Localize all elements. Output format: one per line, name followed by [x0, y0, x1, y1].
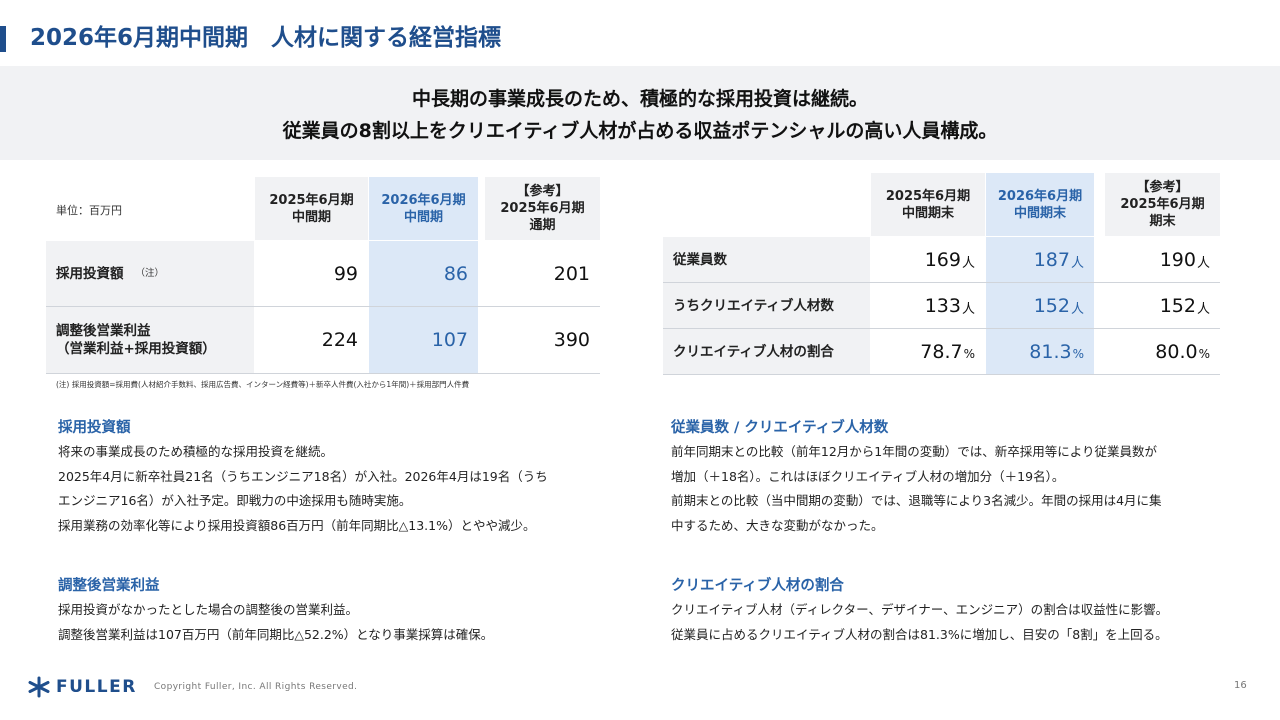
value-creative-2025: 133 人 — [924, 294, 975, 318]
value-creative-reference: 152 人 — [1159, 294, 1210, 318]
value-profit-reference: 390 — [553, 329, 590, 351]
table-footnote: (注) 採用投資額=採用費(人材紹介手数料、採用広告費、インターン経費等)＋新卒… — [56, 380, 470, 389]
right-col-header-2026-interim: 2026年6月期 中間期末 — [986, 173, 1094, 236]
row-divider — [663, 328, 1220, 329]
section-title-creative-ratio: クリエイティブ人材の割合 — [671, 578, 844, 594]
value-hiring-reference: 201 — [553, 262, 590, 285]
value-ratio-2025: 78.7% — [920, 340, 975, 363]
row-label-employees: 従業員数 — [663, 237, 870, 282]
value-ratio-2026: 81.3% — [986, 329, 1094, 374]
row-label-hiring-investment: 採用投資額 （注） — [46, 241, 254, 306]
row-label-creative-ratio: クリエイティブ人材の割合 — [663, 329, 870, 374]
lead-line-1: 中長期の事業成長のため、積極的な採用投資は継続。 — [411, 88, 868, 110]
title-accent-bar — [0, 26, 6, 52]
title-bar: 2026年6月期中間期 人材に関する経営指標 — [0, 22, 1280, 54]
copyright: Copyright Fuller, Inc. All Rights Reserv… — [154, 682, 358, 692]
section-title-hiring: 採用投資額 — [58, 420, 131, 436]
value-employees-reference: 190 人 — [1159, 248, 1210, 272]
section-body-adjusted-profit: 採用投資がなかったとした場合の調整後の営業利益。 調整後営業利益は107百万円（… — [58, 602, 494, 642]
row-divider — [46, 306, 600, 307]
section-body-hiring: 将来の事業成長のため積極的な採用投資を継続。 2025年4月に新卒社員21名（う… — [58, 444, 548, 533]
value-profit-2025: 224 — [321, 329, 358, 351]
value-profit-2026: 107 — [369, 307, 478, 373]
right-col-header-2025-interim: 2025年6月期 中間期末 — [871, 173, 985, 236]
value-hiring-2026: 86 — [369, 241, 478, 306]
page-title: 2026年6月期中間期 人材に関する経営指標 — [30, 25, 502, 51]
page-number: 16 — [1234, 680, 1247, 691]
value-employees-2025: 169 人 — [924, 248, 975, 272]
value-creative-2026: 152 人 — [986, 283, 1094, 328]
left-col-header-2026-interim: 2026年6月期 中間期 — [369, 177, 478, 240]
row-divider — [663, 374, 1220, 375]
section-body-creative-ratio: クリエイティブ人材（ディレクター、デザイナー、エンジニア）の割合は収益性に影響。… — [671, 602, 1169, 642]
value-ratio-reference: 80.0% — [1155, 340, 1210, 363]
row-label-adjusted-profit: 調整後営業利益 （営業利益+採用投資額） — [46, 307, 254, 373]
lead-line-2: 従業員の8割以上をクリエイティブ人材が占める収益ポテンシャルの高い人員構成。 — [282, 120, 998, 142]
row-note: （注） — [135, 267, 165, 279]
row-divider — [663, 282, 1220, 283]
fuller-logo-icon — [28, 676, 50, 698]
section-title-staff: 従業員数 / クリエイティブ人材数 — [671, 420, 889, 436]
row-label-creative-staff: うちクリエイティブ人材数 — [663, 283, 870, 328]
row-divider — [46, 373, 600, 374]
section-body-staff: 前年同期末との比較（前年12月から1年間の変動）では、新卒採用等により従業員数が… — [671, 444, 1162, 533]
left-col-header-reference: 【参考】 2025年6月期 通期 — [485, 177, 600, 240]
section-title-adjusted-profit: 調整後営業利益 — [58, 578, 160, 594]
footer-logo: FULLER — [28, 676, 137, 698]
lead-band: 中長期の事業成長のため、積極的な採用投資は継続。 従業員の8割以上をクリエイティ… — [0, 66, 1280, 160]
left-col-header-2025-interim: 2025年6月期 中間期 — [255, 177, 368, 240]
unit-label: 単位：百万円 — [56, 204, 122, 217]
value-employees-2026: 187 人 — [986, 237, 1094, 282]
value-hiring-2025: 99 — [333, 262, 358, 285]
logo-text: FULLER — [56, 677, 137, 697]
right-col-header-reference: 【参考】 2025年6月期 期末 — [1105, 173, 1220, 236]
